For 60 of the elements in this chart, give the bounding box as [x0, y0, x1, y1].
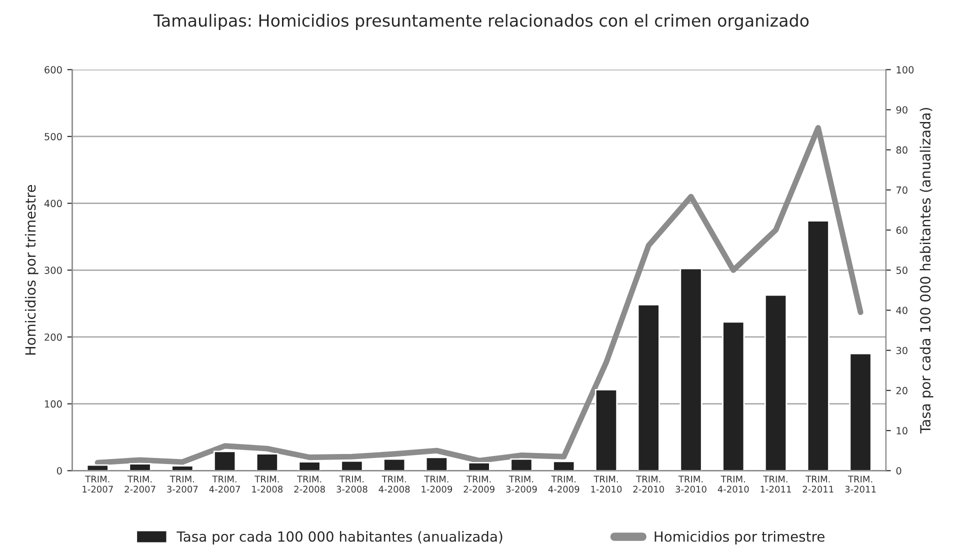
x-tick-label: TRIM. 2-2010 [633, 476, 664, 493]
y2-tick-label: 100 [896, 66, 914, 74]
x-tick-label: TRIM. 4-2009 [548, 476, 580, 493]
y2-tick-label: 70 [896, 186, 908, 194]
y2-tick-label: 50 [896, 266, 908, 274]
bar [171, 465, 194, 471]
bar [680, 268, 702, 471]
bar [340, 460, 364, 471]
x-tick-label: TRIM. 1-2007 [82, 476, 113, 493]
legend-label: Tasa por cada 100 000 habitantes (anualizada) [176, 531, 502, 544]
chart-title: Tamaulipas: Homicidios presuntamente relacionados con el crimen organizado [153, 14, 809, 30]
y-tick-label: 100 [45, 400, 62, 408]
bar [849, 352, 872, 471]
bar [256, 453, 278, 471]
y2-tick-label: 60 [896, 226, 908, 234]
x-tick-label: TRIM. 2-2008 [294, 476, 325, 493]
x-tick-label: TRIM. 1-2009 [422, 476, 452, 493]
bar [214, 450, 236, 471]
y-tick-label: 400 [44, 200, 62, 208]
x-tick-label: TRIM. 1-2010 [591, 476, 622, 493]
bar [764, 294, 788, 471]
y-tick-label: 200 [44, 333, 62, 341]
bar [128, 463, 152, 471]
bar [298, 461, 321, 471]
legend-label: Homicidios por trimestre [654, 531, 824, 544]
y-axis-title: Homicidios por trimestre [24, 184, 38, 355]
bar [510, 458, 533, 471]
x-tick-label: TRIM. 3-2009 [506, 476, 537, 493]
x-tick-label: TRIM. 4-2008 [378, 476, 410, 493]
x-tick-label: TRIM. 2-2007 [124, 476, 156, 493]
y-tick-label: 300 [44, 266, 62, 274]
bar [468, 462, 490, 471]
y-tick-label: 500 [44, 132, 62, 140]
y2-axis-title: Tasa por cada 100 000 habitantes (anualizada) [920, 108, 934, 434]
bar [383, 458, 406, 471]
x-tick-label: TRIM. 1-2011 [760, 476, 791, 493]
bar [552, 460, 576, 471]
y2-tick-label: 10 [896, 427, 908, 434]
y2-tick-label: 20 [896, 386, 908, 394]
bar [425, 456, 448, 471]
bar [594, 388, 618, 471]
y2-tick-label: 90 [896, 106, 908, 114]
y2-tick-label: 80 [896, 146, 908, 154]
bar [637, 304, 660, 471]
y2-tick-label: 30 [896, 346, 908, 354]
x-tick-label: TRIM. 3-2010 [676, 476, 706, 493]
y-tick-label: 0 [56, 467, 62, 474]
y2-tick-label: 40 [896, 306, 908, 314]
x-tick-label: TRIM. 4-2007 [209, 476, 240, 493]
x-tick-label: TRIM. 3-2008 [336, 476, 368, 493]
y2-tick-label: 0 [896, 467, 902, 474]
x-tick-label: TRIM. 2-2011 [802, 476, 834, 493]
bar [722, 321, 745, 471]
x-tick-label: TRIM. 2-2009 [464, 476, 494, 493]
x-tick-label: TRIM. 3-2007 [167, 476, 198, 493]
x-tick-label: TRIM. 1-2008 [252, 476, 283, 493]
bar [806, 220, 830, 471]
x-tick-label: TRIM. 4-2010 [718, 476, 749, 493]
y-tick-label: 600 [44, 66, 62, 74]
x-tick-label: TRIM. 3-2011 [845, 476, 876, 493]
